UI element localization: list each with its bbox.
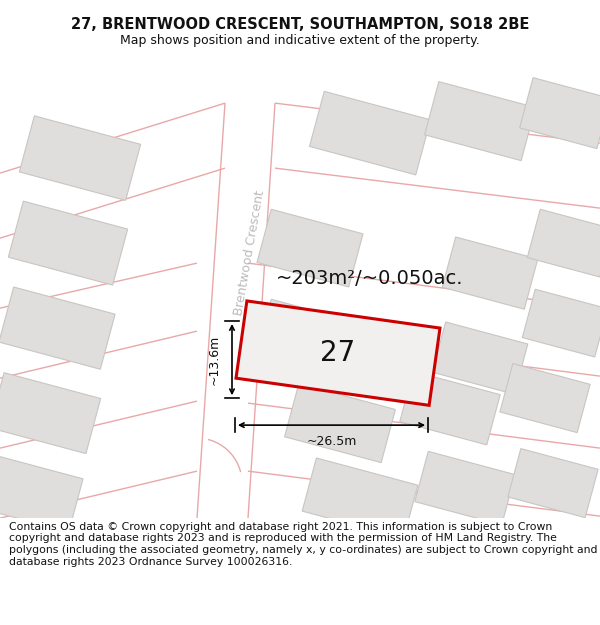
Polygon shape: [442, 237, 538, 309]
Text: Brentwood Crescent: Brentwood Crescent: [233, 189, 268, 317]
Polygon shape: [0, 287, 115, 369]
Text: ~13.6m: ~13.6m: [208, 334, 221, 385]
Polygon shape: [0, 372, 101, 454]
Polygon shape: [0, 454, 83, 532]
Polygon shape: [432, 322, 528, 394]
Polygon shape: [310, 91, 431, 175]
Text: Map shows position and indicative extent of the property.: Map shows position and indicative extent…: [120, 34, 480, 47]
Text: ~26.5m: ~26.5m: [307, 434, 356, 447]
Polygon shape: [415, 451, 515, 525]
Polygon shape: [236, 301, 440, 406]
Text: Contains OS data © Crown copyright and database right 2021. This information is : Contains OS data © Crown copyright and d…: [9, 522, 598, 567]
Polygon shape: [257, 299, 363, 377]
Polygon shape: [527, 209, 600, 277]
Polygon shape: [400, 371, 500, 445]
Polygon shape: [500, 364, 590, 432]
Polygon shape: [19, 116, 140, 201]
Polygon shape: [520, 78, 600, 149]
Polygon shape: [257, 209, 363, 287]
Text: 27: 27: [320, 339, 356, 367]
Polygon shape: [8, 201, 128, 285]
Polygon shape: [508, 449, 598, 518]
Text: ~203m²/~0.050ac.: ~203m²/~0.050ac.: [276, 269, 464, 288]
Text: 27, BRENTWOOD CRESCENT, SOUTHAMPTON, SO18 2BE: 27, BRENTWOOD CRESCENT, SOUTHAMPTON, SO1…: [71, 17, 529, 32]
Polygon shape: [284, 384, 395, 462]
Polygon shape: [425, 82, 535, 161]
Polygon shape: [523, 289, 600, 357]
Polygon shape: [302, 458, 418, 538]
